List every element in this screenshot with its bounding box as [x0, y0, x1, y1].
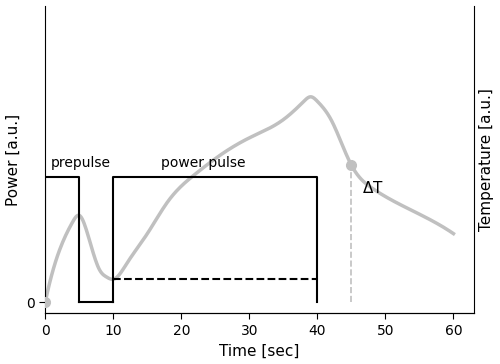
Text: $\Delta$T: $\Delta$T [362, 180, 384, 196]
Text: prepulse: prepulse [50, 156, 110, 170]
Text: power pulse: power pulse [161, 156, 246, 170]
Y-axis label: Temperature [a.u.]: Temperature [a.u.] [480, 88, 494, 231]
Y-axis label: Power [a.u.]: Power [a.u.] [6, 114, 20, 206]
X-axis label: Time [sec]: Time [sec] [220, 344, 300, 359]
